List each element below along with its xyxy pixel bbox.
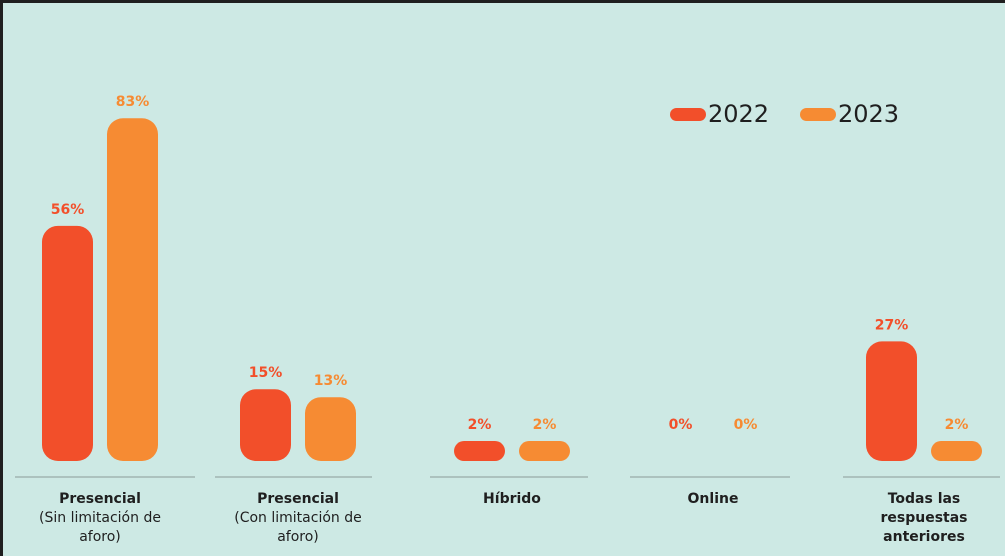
value-label: 83% [116,94,150,110]
value-label: 15% [249,365,283,381]
legend-swatch [670,108,706,121]
value-label: 56% [51,202,85,218]
x-tick-label: Híbrido [483,491,541,507]
value-label: 2% [533,417,557,433]
bar [931,441,982,461]
legend-swatch [800,108,836,121]
bar [305,397,356,461]
legend-label: 2023 [838,100,899,128]
bar [519,441,570,461]
bar [42,225,93,461]
x-tick-label: anteriores [883,529,965,545]
x-tick-label: respuestas [880,510,967,526]
value-label: 13% [314,373,348,389]
bar [454,441,505,461]
x-tick-note: aforo) [79,529,121,545]
legend-label: 2022 [708,100,769,128]
value-label: 2% [468,417,492,433]
bar [107,118,158,462]
value-label: 0% [734,417,758,433]
x-tick-label: Todas las [888,491,961,507]
bar [240,389,291,461]
value-label: 2% [945,417,969,433]
x-tick-label: Presencial [257,491,339,507]
x-tick-note: (Sin limitación de [39,510,161,526]
value-label: 27% [875,317,909,333]
x-tick-note: (Con limitación de [234,510,361,526]
value-label: 0% [669,417,693,433]
x-tick-label: Presencial [59,491,141,507]
bar [866,341,917,461]
x-tick-label: Online [688,491,739,507]
x-tick-note: aforo) [277,529,319,545]
